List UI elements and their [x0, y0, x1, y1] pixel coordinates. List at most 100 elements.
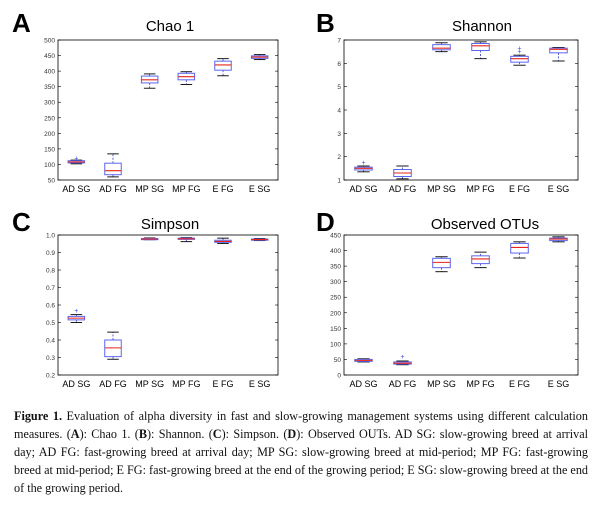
x-tick-label: MP FG	[172, 379, 200, 389]
y-tick-label: 150	[330, 326, 341, 333]
boxplot-svg: 0 50 100 150 200 250 300 350 400 450 AD SG + AD FG MP…	[330, 233, 579, 389]
y-tick-label: 5	[337, 84, 341, 91]
x-tick-label: E FG	[212, 184, 233, 194]
x-tick-label: MP FG	[172, 184, 200, 194]
outlier-point: +	[361, 160, 365, 167]
y-tick-label: 0.3	[46, 355, 55, 362]
y-tick-label: 100	[330, 341, 341, 348]
x-tick-label: MP SG	[427, 379, 456, 389]
x-tick-label: MP FG	[466, 184, 494, 194]
y-tick-label: 1.0	[46, 233, 55, 240]
outlier-point: +	[400, 354, 404, 361]
box	[549, 237, 568, 242]
panel-letter: A	[12, 8, 31, 38]
box	[510, 242, 529, 254]
y-tick-label: 450	[330, 233, 341, 240]
chart-title: Simpson	[140, 216, 200, 233]
box	[214, 60, 232, 71]
y-tick-label: 0.8	[46, 268, 55, 275]
y-tick-label: 3	[337, 131, 341, 138]
y-tick-label: 0.9	[46, 250, 55, 257]
box	[549, 47, 568, 54]
y-tick-label: 100	[44, 162, 55, 169]
x-tick-label: AD FG	[99, 379, 127, 389]
x-tick-label: AD SG	[349, 379, 377, 389]
y-tick-label: 250	[330, 295, 341, 302]
x-tick-label: AD SG	[62, 379, 90, 389]
y-tick-label: 350	[44, 84, 55, 91]
caption-label: Figure 1.	[14, 409, 62, 423]
caption-text: ): Observed OUTs. AD SG: slow-growing br…	[14, 427, 589, 495]
chart-panel-a: A Chao 1 50 100 150 200 250 300 350 400 450 500 + A…	[0, 0, 300, 205]
x-tick-label: E SG	[548, 379, 570, 389]
panel-letter: B	[316, 8, 335, 38]
y-tick-label: 4	[337, 108, 341, 115]
boxplot-svg: 0.2 0.3 0.4 0.5 0.6 0.7 0.8 0.9 1.0 + AD SG AD FG MP…	[46, 233, 279, 389]
x-tick-label: MP SG	[135, 184, 164, 194]
chart-panel-b: B Shannon 1 2 3 4 5 6 7 + AD SG AD FG MP SG MP FG + +…	[300, 0, 600, 205]
y-tick-label: 400	[330, 248, 341, 255]
x-tick-label: E FG	[509, 184, 530, 194]
boxplot-svg: 50 100 150 200 250 300 350 400 450 500 + AD SG AD FG…	[44, 38, 279, 194]
x-tick-label: MP FG	[466, 379, 494, 389]
y-tick-label: 250	[44, 115, 55, 122]
y-tick-label: 0	[337, 373, 341, 380]
caption-text: ): Simpson. (	[221, 427, 288, 441]
outlier-point: +	[517, 49, 521, 56]
y-tick-label: 150	[44, 146, 55, 153]
x-tick-label: E SG	[249, 379, 271, 389]
box	[432, 44, 451, 51]
outlier-point: +	[517, 46, 521, 53]
y-tick-label: 350	[330, 264, 341, 271]
y-tick-label: 0.6	[46, 303, 55, 310]
plot-frame	[343, 234, 579, 376]
chart-panel-c: C Simpson 0.2 0.3 0.4 0.5 0.6 0.7 0.8 0.9 1.0 + AD…	[0, 205, 300, 405]
y-tick-label: 300	[44, 100, 55, 107]
box	[104, 162, 122, 176]
box	[432, 257, 451, 269]
y-tick-label: 0.7	[46, 285, 55, 292]
y-tick-label: 0.4	[46, 338, 55, 345]
y-tick-label: 450	[44, 53, 55, 60]
x-tick-label: AD SG	[349, 184, 377, 194]
outlier-point: +	[74, 155, 78, 162]
caption-text: ): Chao 1. (	[79, 427, 139, 441]
figure-caption: Figure 1. Evaluation of alpha diversity …	[14, 407, 588, 497]
y-tick-label: 6	[337, 61, 341, 68]
x-tick-label: AD FG	[389, 184, 417, 194]
chart-title: Observed OTUs	[430, 216, 540, 233]
y-tick-label: 7	[337, 38, 341, 45]
plot-frame	[57, 39, 279, 181]
y-tick-label: 200	[44, 131, 55, 138]
y-tick-label: 500	[44, 38, 55, 45]
x-tick-label: MP SG	[135, 379, 164, 389]
x-tick-label: E SG	[548, 184, 570, 194]
chart-panel-d: D Observed OTUs 0 50 100 150 200 250 300 350 400…	[300, 205, 600, 405]
caption-text: Evaluation of alpha diversity in fast an…	[14, 409, 588, 441]
x-tick-label: MP SG	[427, 184, 456, 194]
x-tick-label: E FG	[212, 379, 233, 389]
x-tick-label: E SG	[249, 184, 271, 194]
caption-text: ): Shannon. (	[146, 427, 213, 441]
y-tick-label: 50	[48, 178, 56, 185]
y-tick-label: 2	[337, 154, 341, 161]
plot-frame	[343, 39, 579, 181]
plot-frame	[57, 234, 279, 376]
y-tick-label: 0.5	[46, 320, 55, 327]
x-tick-label: AD SG	[62, 184, 90, 194]
y-tick-label: 200	[330, 310, 341, 317]
chart-title: Chao 1	[145, 18, 195, 35]
panel-letter: D	[316, 207, 335, 237]
caption-ref-a: A	[70, 427, 80, 441]
y-tick-label: 1	[337, 178, 341, 185]
box	[471, 43, 490, 51]
outlier-point: +	[74, 308, 78, 315]
y-tick-label: 50	[334, 357, 342, 364]
x-tick-label: AD FG	[389, 379, 417, 389]
caption-ref-b: B	[138, 427, 147, 441]
x-tick-label: AD FG	[99, 184, 127, 194]
caption-ref-c: C	[212, 427, 222, 441]
y-tick-label: 0.2	[46, 373, 55, 380]
panel-letter: C	[12, 207, 31, 237]
